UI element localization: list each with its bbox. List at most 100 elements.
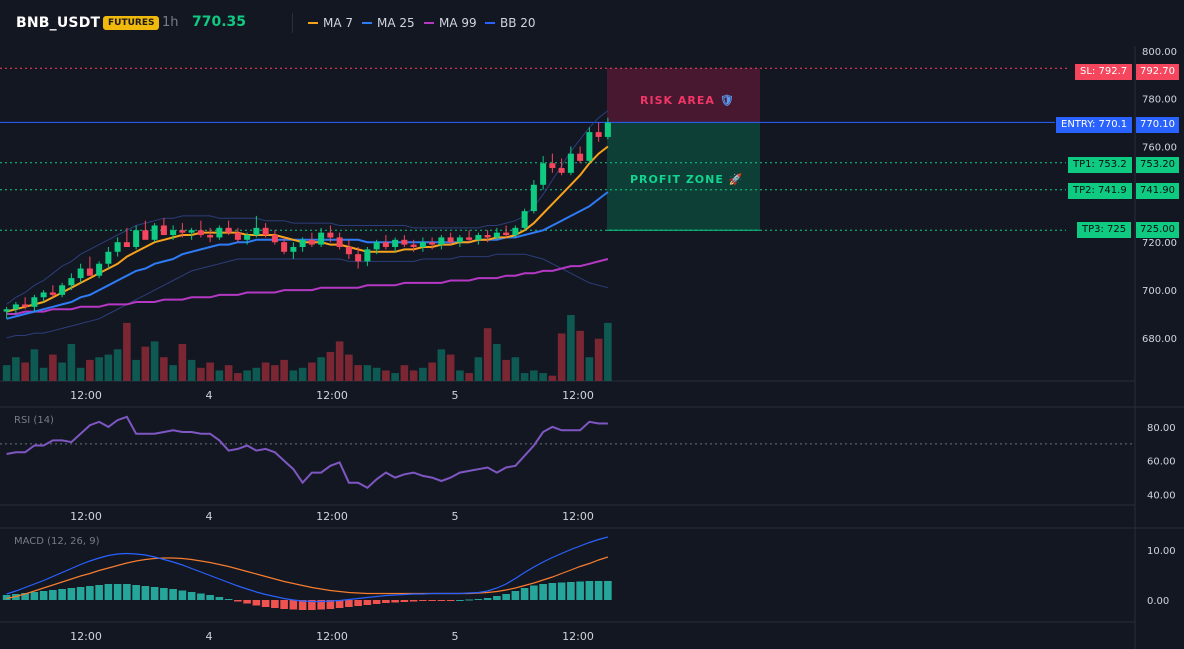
volume-bar — [382, 370, 390, 381]
candle-body — [77, 268, 84, 279]
candle-body — [12, 304, 19, 310]
candle-body — [105, 251, 112, 264]
symbol-name[interactable]: BNB_USDT — [16, 15, 101, 31]
macd-histogram-bar — [400, 600, 409, 602]
macd-histogram-bar — [557, 582, 566, 600]
candle-body — [133, 230, 140, 247]
macd-histogram-bar — [382, 600, 390, 603]
volume-bar — [95, 357, 103, 381]
volume-bar — [345, 354, 353, 381]
candle-body — [318, 232, 325, 245]
volume-bar — [21, 362, 29, 381]
candle-body — [96, 263, 103, 276]
main-time-tick-label: 12:00 — [316, 389, 348, 402]
sl-axis-label: 792.70 — [1136, 64, 1179, 80]
volume-bar — [178, 344, 187, 381]
risk-zone — [607, 68, 760, 123]
macd-histogram-bar — [243, 600, 251, 604]
sl-tag[interactable]: SL: 792.7 — [1075, 64, 1133, 80]
macd-histogram-bar — [206, 595, 214, 600]
volume-bar — [308, 362, 316, 381]
candle-body — [197, 230, 204, 236]
candle-body — [207, 235, 214, 238]
candle-body — [401, 239, 408, 245]
macd-histogram-bar — [261, 600, 270, 607]
ma7-line — [6, 145, 609, 313]
legend-ma25[interactable]: MA 25 — [362, 16, 415, 30]
timeframe-label[interactable]: 1h — [162, 15, 179, 30]
volume-bar — [474, 357, 483, 381]
ma99-swatch — [424, 22, 434, 24]
volume-bar — [548, 375, 557, 381]
candle-body — [466, 237, 473, 240]
bb-lower-line — [6, 253, 609, 339]
main-time-tick-label: 12:00 — [70, 389, 102, 402]
tp3-axis-label: 725.00 — [1136, 222, 1179, 238]
candle-body — [299, 239, 306, 247]
macd-histogram-bar — [113, 584, 122, 600]
volume-bar — [298, 367, 307, 381]
candle-body — [493, 232, 500, 238]
legend-ma99[interactable]: MA 99 — [424, 16, 477, 30]
macd-histogram-bar — [289, 600, 298, 610]
macd-histogram-bar — [456, 600, 464, 601]
candle-body — [59, 285, 66, 295]
legend-bb20[interactable]: BB 20 — [485, 16, 536, 30]
bb-upper-line — [6, 110, 609, 305]
volume-bar — [169, 365, 177, 381]
rsi-time-tick-label: 4 — [206, 510, 213, 523]
macd-histogram-bar — [39, 591, 48, 600]
macd-histogram-bar — [335, 600, 344, 608]
volume-bar — [604, 322, 612, 381]
volume-bar — [465, 373, 473, 381]
macd-histogram-bar — [585, 581, 594, 600]
futures-badge: FUTURES — [103, 16, 160, 30]
candle-body — [364, 249, 371, 262]
tp2-tag[interactable]: TP2: 741.9 — [1068, 183, 1132, 199]
volume-bar — [261, 362, 270, 381]
macd-histogram-bar — [49, 590, 57, 600]
candle-body — [151, 225, 158, 240]
legend-ma7[interactable]: MA 7 — [308, 16, 353, 30]
macd-histogram-bar — [391, 600, 399, 603]
candle-body — [521, 211, 528, 228]
candle-body — [475, 235, 482, 240]
tp1-tag[interactable]: TP1: 753.2 — [1068, 157, 1132, 173]
volume-bar — [12, 357, 20, 381]
ma7-swatch — [308, 22, 318, 24]
macd-histogram-bar — [428, 600, 436, 601]
volume-bar — [511, 357, 520, 381]
volume-bar — [160, 357, 168, 381]
entry-axis-label: 770.10 — [1136, 117, 1179, 133]
volume-bar — [215, 370, 224, 381]
macd-histogram-bar — [502, 594, 510, 600]
tp1-axis-label: 753.20 — [1136, 157, 1179, 173]
ma99-line — [6, 258, 609, 315]
macd-histogram-bar — [317, 600, 325, 610]
volume-bar — [123, 322, 131, 381]
volume-bar — [576, 330, 584, 381]
volume-bar — [585, 357, 594, 381]
candle-body — [419, 242, 426, 247]
candle-body — [567, 153, 574, 173]
ma25-line — [6, 191, 609, 320]
volume-bar — [141, 346, 150, 381]
macd-tick-label: 0.00 — [1147, 596, 1169, 607]
volume-bar — [30, 349, 39, 381]
candle-body — [595, 132, 602, 137]
price-tick-label: 700.00 — [1142, 286, 1177, 297]
candle-body — [540, 163, 547, 185]
macd-histogram-bar — [520, 588, 529, 600]
macd-line — [6, 536, 609, 603]
macd-histogram-bar — [446, 600, 455, 601]
rsi-tick-label: 80.00 — [1147, 423, 1176, 434]
volume-bar — [335, 341, 344, 381]
macd-histogram-bar — [58, 589, 66, 600]
legend-ma25-label: MA 25 — [377, 16, 415, 30]
volume-bar — [409, 370, 418, 381]
tp3-tag[interactable]: TP3: 725 — [1077, 222, 1132, 238]
candle-body — [123, 242, 130, 247]
entry-tag[interactable]: ENTRY: 770.1 — [1056, 117, 1133, 133]
macd-histogram-bar — [419, 600, 427, 601]
